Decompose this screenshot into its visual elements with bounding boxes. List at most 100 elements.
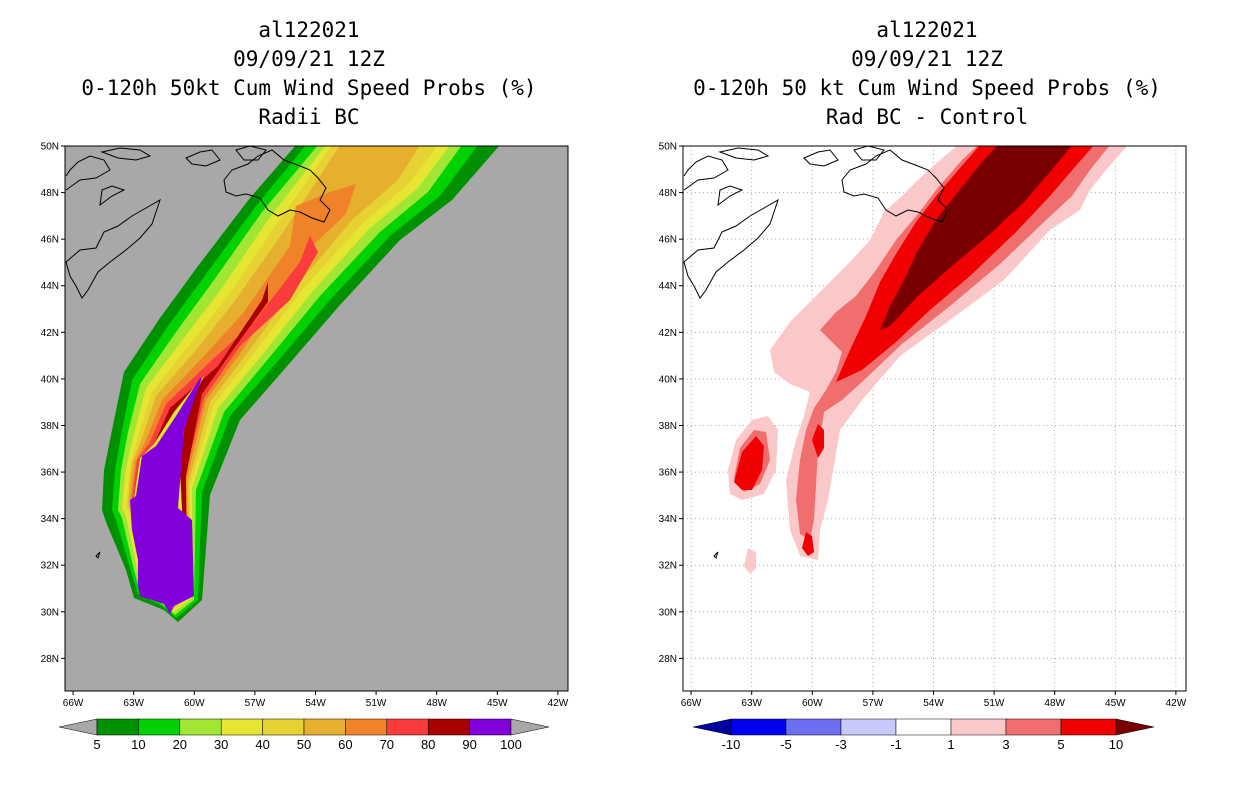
colorbar-arrow-high [510,718,550,736]
y-tick-label: 46N [41,235,59,246]
y-tick-label: 32N [41,561,59,572]
colorbar-label: 5 [1057,737,1064,752]
y-tick-label: 42N [41,328,59,339]
y-tick-label: 30N [41,607,59,618]
left-map-panel: 50N 48N 46N 44N 42N 40N 38N 36N 34N 32N 30N 28N 66W… [41,142,569,753]
y-tick-label: 48N [41,188,59,199]
left-frame [64,145,569,692]
colorbar-label: 90 [462,737,476,752]
colorbar-label: -5 [780,737,792,752]
diff-5-west [734,436,764,490]
right-x-axis: 66W 63W 60W 57W 54W 51W 48W 45W 42W [681,691,1187,709]
colorbar-label: 1 [947,737,954,752]
y-tick-label: 40N [41,374,59,385]
colorbar-segment [303,718,346,736]
left-title-line-1: al122021 [258,18,360,42]
y-tick-label: 34N [659,514,677,525]
colorbar-label: 40 [255,737,269,752]
colorbar-segment [840,718,897,736]
contour-60 [130,184,356,606]
right-title-line-1: al122021 [876,18,978,42]
colorbar-segment [262,718,305,736]
right-coastlines [683,146,949,559]
x-tick-label: 63W [123,698,144,709]
y-tick-label: 40N [659,374,677,385]
y-tick-label: 50N [659,142,677,153]
y-tick-label: 46N [659,235,677,246]
y-tick-label: 38N [41,421,59,432]
x-tick-label: 66W [63,698,84,709]
colorbar-segment [785,718,842,736]
colorbar-label: 20 [173,737,187,752]
colorbar-arrow-high [1115,718,1155,736]
right-y-axis: 50N 48N 46N 44N 42N 40N 38N 36N 34N 32N 30N 28N [659,142,683,665]
diff-5-spot [812,424,824,458]
colorbar-segment [1005,718,1062,736]
y-tick-label: 50N [41,142,59,153]
left-title-line-2: 09/09/21 12Z [233,47,385,71]
colorbar-segment [138,718,181,736]
x-tick-label: 48W [1044,698,1065,709]
left-y-axis: 50N 48N 46N 44N 42N 40N 38N 36N 34N 32N 30N 28N [41,142,65,665]
x-tick-label: 45W [1105,698,1126,709]
x-tick-label: 48W [426,698,447,709]
y-tick-label: 32N [659,561,677,572]
colorbar-segment [469,718,512,736]
colorbar-label: -3 [835,737,847,752]
colorbar-label: 10 [131,737,145,752]
colorbar-arrow-low [58,718,98,736]
x-tick-label: 54W [923,698,944,709]
colorbar-segment [950,718,1007,736]
left-colorbar: 5 10 20 30 40 50 60 70 80 90 100 [58,718,550,752]
x-tick-label: 51W [366,698,387,709]
y-tick-label: 36N [41,468,59,479]
x-tick-label: 57W [863,698,884,709]
colorbar-segment [96,718,139,736]
y-tick-label: 38N [659,421,677,432]
y-tick-label: 28N [41,654,59,665]
x-tick-label: 54W [305,698,326,709]
y-tick-label: 28N [659,654,677,665]
left-x-axis: 66W 63W 60W 57W 54W 51W 48W 45W 42W [63,691,569,709]
colorbar-label: 60 [338,737,352,752]
x-tick-label: 57W [245,698,266,709]
colorbar-label: 30 [214,737,228,752]
diff-1-south [744,548,756,574]
colorbar-label: 80 [421,737,435,752]
colorbar-segment [179,718,222,736]
right-colorbar: -10 -5 -3 -1 1 3 5 10 [692,718,1155,752]
x-tick-label: 60W [802,698,823,709]
colorbar-label: -10 [722,737,741,752]
colorbar-label: 3 [1002,737,1009,752]
right-title: al122021 09/09/21 12Z 0-120h 50 kt Cum W… [677,16,1177,132]
colorbar-label: -1 [890,737,902,752]
contour-100 [130,378,202,614]
x-tick-label: 45W [487,698,508,709]
right-difference-contours [728,146,1128,574]
right-frame [682,145,1187,692]
x-tick-label: 42W [548,698,569,709]
diff-5-main [836,146,1094,382]
left-probability-contours [102,146,500,622]
y-tick-label: 48N [659,188,677,199]
colorbar-segment [386,718,429,736]
colorbar-segment [220,718,263,736]
x-tick-label: 60W [184,698,205,709]
y-tick-label: 36N [659,468,677,479]
diff-10-main [880,146,1072,330]
colorbar-label: 100 [500,737,522,752]
x-tick-label: 66W [681,698,702,709]
colorbar-arrow-low [692,718,732,736]
y-tick-label: 44N [659,281,677,292]
left-subtitle-line-1: 0-120h 50kt Cum Wind Speed Probs (%) [81,76,537,100]
colorbar-label: 50 [297,737,311,752]
y-tick-label: 42N [659,328,677,339]
colorbar-segment [345,718,388,736]
colorbar-label: 10 [1109,737,1123,752]
y-tick-label: 44N [41,281,59,292]
diff-5-south [802,532,814,556]
right-subtitle-line-1: 0-120h 50 kt Cum Wind Speed Probs (%) [693,76,1161,100]
left-coastlines [65,146,331,559]
y-tick-label: 34N [41,514,59,525]
colorbar-segment [895,718,952,736]
